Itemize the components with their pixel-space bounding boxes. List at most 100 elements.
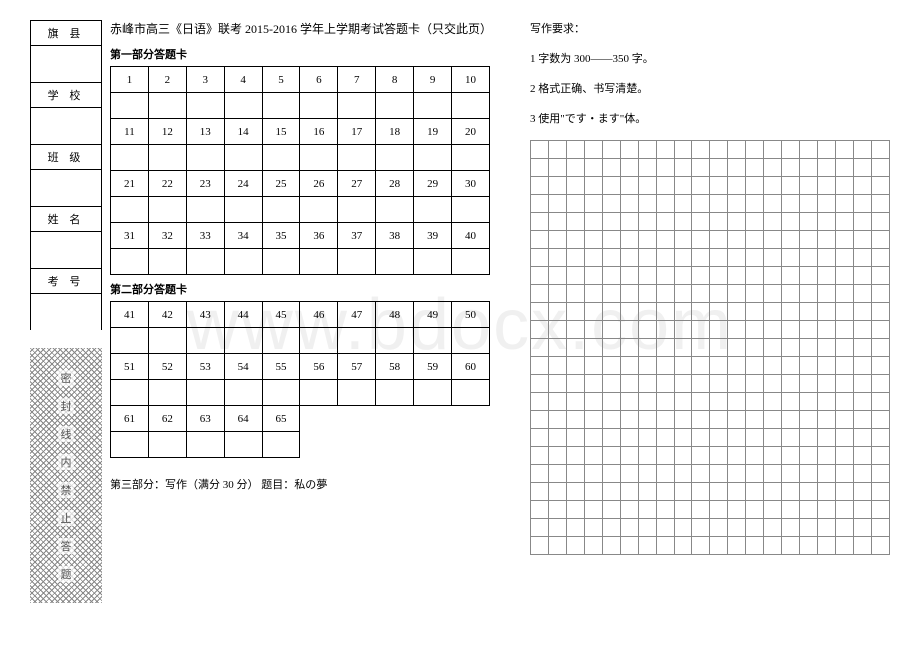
grid-cell[interactable] [728,141,746,159]
grid-cell[interactable] [584,213,602,231]
grid-cell[interactable] [566,285,584,303]
grid-cell[interactable] [638,141,656,159]
grid-cell[interactable] [728,267,746,285]
grid-cell[interactable] [782,249,800,267]
grid-cell[interactable] [853,303,871,321]
grid-cell[interactable] [566,303,584,321]
grid-cell[interactable] [548,501,566,519]
grid-cell[interactable] [800,357,818,375]
answer-blank-cell[interactable] [224,145,262,171]
answer-blank-cell[interactable] [452,93,490,119]
grid-cell[interactable] [674,321,692,339]
grid-cell[interactable] [818,213,836,231]
grid-cell[interactable] [818,195,836,213]
grid-cell[interactable] [746,357,764,375]
grid-cell[interactable] [638,159,656,177]
grid-cell[interactable] [746,465,764,483]
grid-cell[interactable] [871,393,889,411]
grid-cell[interactable] [728,501,746,519]
grid-cell[interactable] [728,393,746,411]
answer-blank-cell[interactable] [111,197,149,223]
grid-cell[interactable] [871,447,889,465]
grid-cell[interactable] [835,429,853,447]
answer-blank-cell[interactable] [224,197,262,223]
grid-cell[interactable] [710,375,728,393]
answer-blank-cell[interactable] [186,197,224,223]
grid-cell[interactable] [835,519,853,537]
grid-cell[interactable] [548,429,566,447]
grid-cell[interactable] [746,375,764,393]
grid-cell[interactable] [674,303,692,321]
grid-cell[interactable] [853,267,871,285]
grid-cell[interactable] [566,213,584,231]
grid-cell[interactable] [764,141,782,159]
grid-cell[interactable] [835,537,853,555]
grid-cell[interactable] [656,195,674,213]
grid-cell[interactable] [602,195,620,213]
grid-cell[interactable] [531,429,549,447]
grid-cell[interactable] [764,519,782,537]
grid-cell[interactable] [728,159,746,177]
grid-cell[interactable] [800,447,818,465]
grid-cell[interactable] [531,519,549,537]
answer-blank-cell[interactable] [111,93,149,119]
grid-cell[interactable] [584,231,602,249]
grid-cell[interactable] [710,195,728,213]
grid-cell[interactable] [818,411,836,429]
grid-cell[interactable] [800,213,818,231]
grid-cell[interactable] [692,339,710,357]
grid-cell[interactable] [638,393,656,411]
answer-blank-cell[interactable] [452,249,490,275]
grid-cell[interactable] [602,465,620,483]
answer-blank-cell[interactable] [111,380,149,406]
grid-cell[interactable] [692,195,710,213]
grid-cell[interactable] [800,249,818,267]
grid-cell[interactable] [728,177,746,195]
grid-cell[interactable] [656,429,674,447]
grid-cell[interactable] [710,159,728,177]
grid-cell[interactable] [710,339,728,357]
grid-cell[interactable] [602,357,620,375]
grid-cell[interactable] [566,159,584,177]
grid-cell[interactable] [871,339,889,357]
grid-cell[interactable] [800,429,818,447]
grid-cell[interactable] [710,483,728,501]
grid-cell[interactable] [531,195,549,213]
grid-cell[interactable] [602,537,620,555]
grid-cell[interactable] [871,213,889,231]
grid-cell[interactable] [602,321,620,339]
grid-cell[interactable] [692,141,710,159]
grid-cell[interactable] [566,447,584,465]
grid-cell[interactable] [782,357,800,375]
grid-cell[interactable] [531,393,549,411]
grid-cell[interactable] [620,501,638,519]
grid-cell[interactable] [566,519,584,537]
grid-cell[interactable] [692,303,710,321]
grid-cell[interactable] [728,375,746,393]
grid-cell[interactable] [853,375,871,393]
grid-cell[interactable] [638,357,656,375]
grid-cell[interactable] [800,285,818,303]
grid-cell[interactable] [674,501,692,519]
answer-blank-cell[interactable] [262,249,300,275]
grid-cell[interactable] [728,411,746,429]
grid-cell[interactable] [656,159,674,177]
grid-cell[interactable] [818,519,836,537]
grid-cell[interactable] [710,249,728,267]
answer-blank-cell[interactable] [148,93,186,119]
grid-cell[interactable] [531,411,549,429]
grid-cell[interactable] [620,537,638,555]
grid-cell[interactable] [531,321,549,339]
grid-cell[interactable] [835,357,853,375]
grid-cell[interactable] [566,483,584,501]
grid-cell[interactable] [602,303,620,321]
grid-cell[interactable] [638,501,656,519]
answer-blank-cell[interactable] [262,328,300,354]
grid-cell[interactable] [620,141,638,159]
grid-cell[interactable] [782,519,800,537]
grid-cell[interactable] [620,303,638,321]
grid-cell[interactable] [531,303,549,321]
grid-cell[interactable] [674,267,692,285]
grid-cell[interactable] [871,465,889,483]
grid-cell[interactable] [835,231,853,249]
